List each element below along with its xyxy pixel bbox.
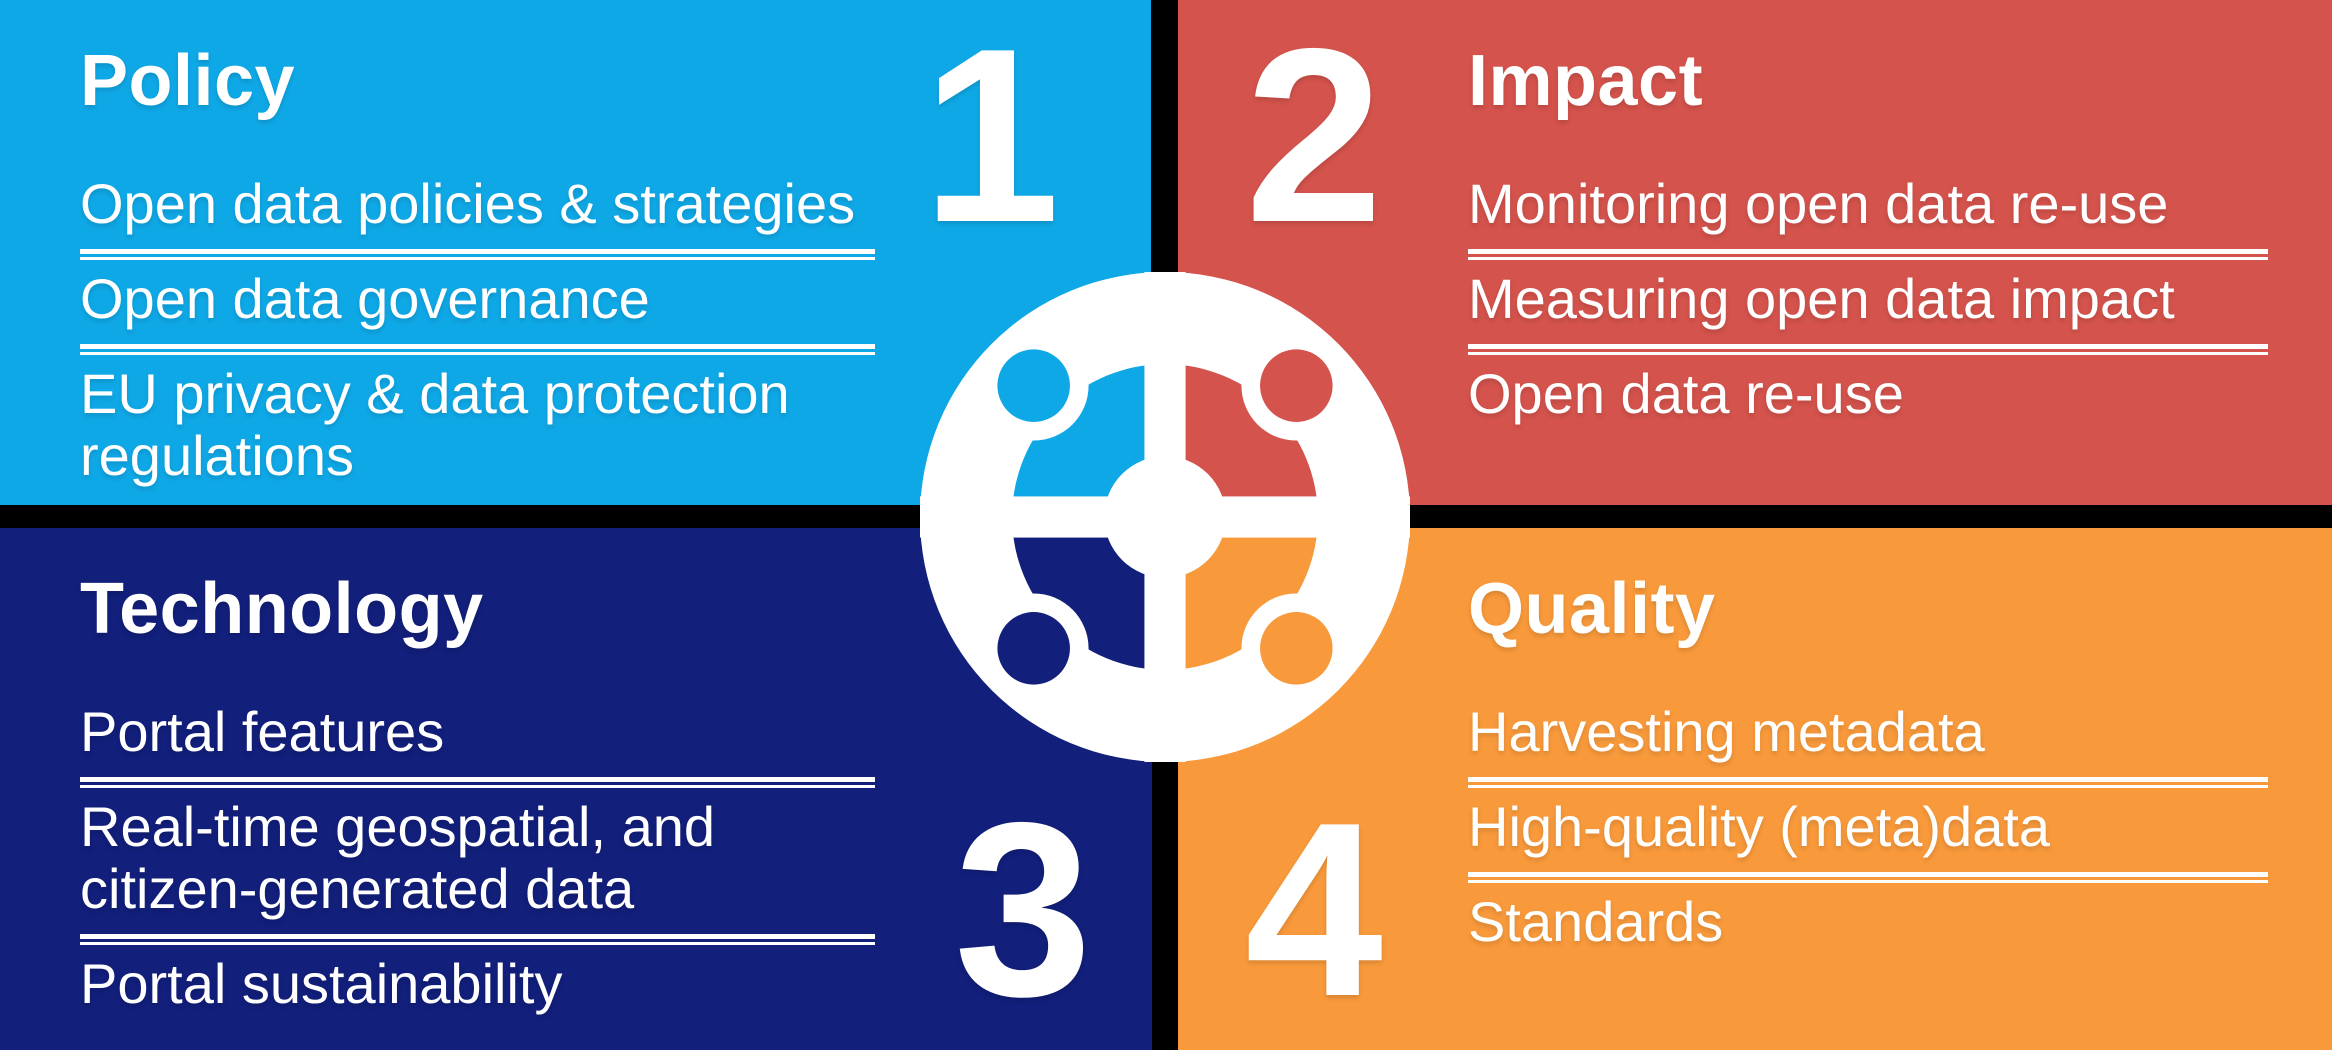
list-item: High-quality (meta)data	[1468, 795, 2051, 858]
quadrant-quality-items: Harvesting metadata High-quality (meta)d…	[1468, 693, 2268, 967]
item-divider	[80, 249, 875, 260]
list-item: Measuring open data impact	[1468, 267, 2175, 330]
person-head-technology-icon	[997, 612, 1070, 685]
quadrant-quality-title: Quality	[1468, 569, 1716, 649]
item-divider	[1468, 249, 2268, 260]
quadrant-impact-title: Impact	[1468, 41, 1704, 121]
person-body-impact-icon	[1165, 364, 1318, 517]
item-divider	[1468, 344, 2268, 355]
quadrant-impact-content: Impact Monitoring open data re-use Measu…	[1468, 42, 2268, 439]
person-head-quality-icon	[1260, 612, 1333, 685]
list-item: Real-time geospatial, and citizen-genera…	[80, 795, 716, 920]
quadrant-policy-title: Policy	[80, 41, 296, 121]
logo-cross-horizontal	[920, 496, 1410, 538]
list-item: Portal features	[80, 700, 445, 763]
list-item: Open data re-use	[1468, 362, 1904, 425]
item-divider	[1468, 872, 2268, 883]
quadrant-impact: 2 Impact Monitoring open data re-use Mea…	[1178, 0, 2332, 505]
list-item: Open data policies & strategies	[80, 172, 856, 235]
list-item: Monitoring open data re-use	[1468, 172, 2169, 235]
quadrant-technology-title: Technology	[80, 569, 484, 649]
quadrant-impact-number: 2	[1245, 0, 1383, 274]
person-body-quality-icon	[1165, 517, 1318, 670]
item-divider	[80, 934, 875, 945]
quadrant-quality-content: Quality Harvesting metadata High-quality…	[1468, 570, 2268, 967]
list-item: Open data governance	[80, 267, 650, 330]
four-people-around-data-icon	[920, 272, 1410, 762]
quadrant-policy-number: 1	[922, 0, 1060, 274]
quadrant-impact-items: Monitoring open data re-use Measuring op…	[1468, 165, 2268, 439]
list-item: Standards	[1468, 890, 1724, 953]
person-head-impact-icon	[1260, 349, 1333, 422]
item-divider	[80, 777, 875, 788]
quadrant-technology-number: 3	[954, 770, 1092, 1048]
quadrant-technology-items: Portal features Real-time geospatial, an…	[80, 693, 875, 1029]
quadrant-policy: 1 Policy Open data policies & strategies…	[0, 0, 1151, 505]
person-body-technology-icon	[1012, 517, 1165, 670]
list-item: Harvesting metadata	[1468, 700, 1985, 763]
item-divider	[1468, 777, 2268, 788]
person-body-policy-icon	[1012, 364, 1165, 517]
quadrant-policy-items: Open data policies & strategies Open dat…	[80, 165, 875, 501]
quadrant-policy-content: Policy Open data policies & strategies O…	[80, 42, 875, 501]
person-head-policy-icon	[997, 349, 1070, 422]
quadrant-technology-content: Technology Portal features Real-time geo…	[80, 570, 875, 1029]
list-item: Portal sustainability	[80, 952, 563, 1015]
item-divider	[80, 344, 875, 355]
list-item: EU privacy & data protection regulations	[80, 362, 790, 487]
quadrant-quality-number: 4	[1245, 770, 1383, 1048]
